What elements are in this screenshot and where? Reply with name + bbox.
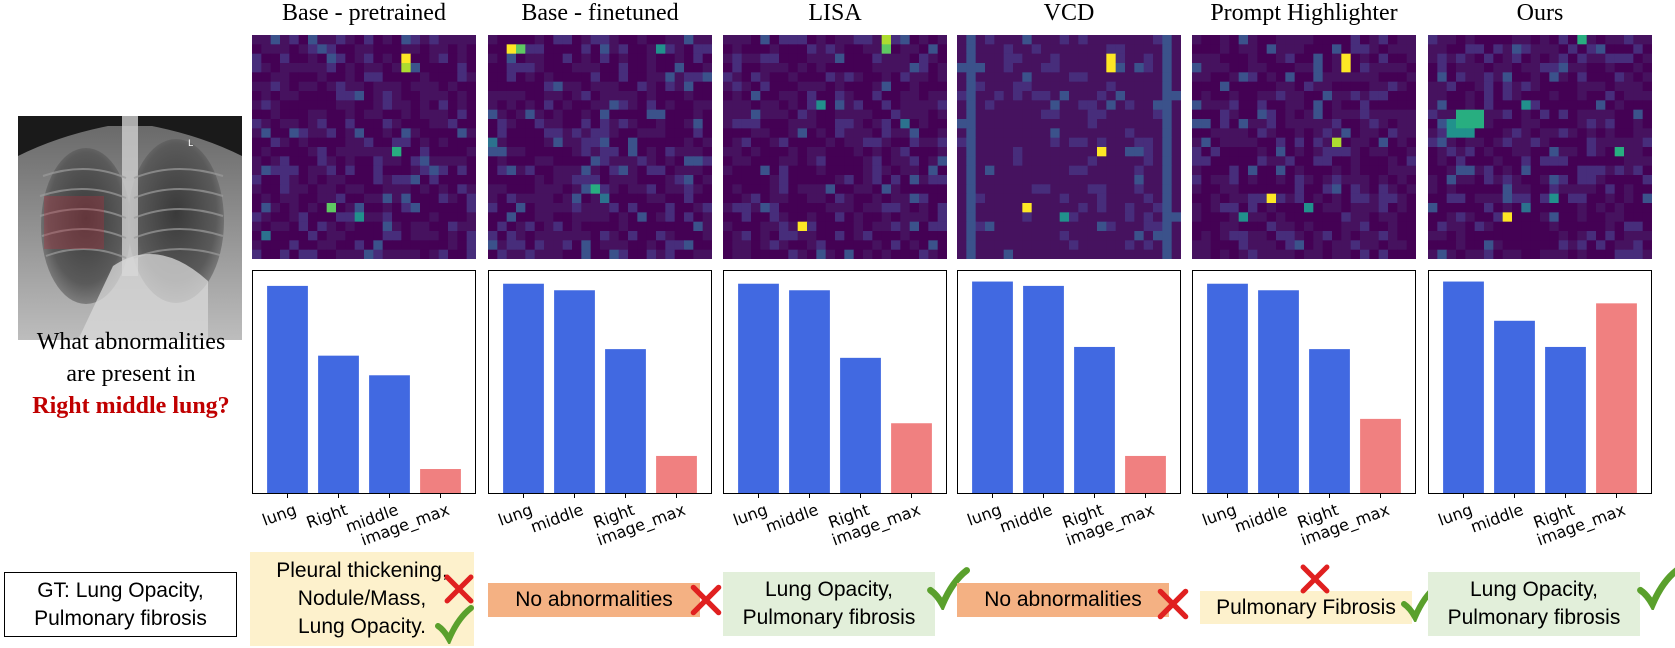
bar-lung [1443, 281, 1484, 493]
attention-heatmap [488, 35, 712, 259]
x-tick-label: lung [1200, 500, 1239, 530]
cross-icon [690, 584, 722, 616]
method-title: Prompt Highlighter [1210, 0, 1398, 26]
bar-image_max [1360, 418, 1401, 493]
bar-lung [1207, 283, 1248, 493]
answer-line: Lung Opacity, [1469, 578, 1598, 601]
bar-Right [1545, 346, 1586, 493]
bar-Right [1074, 346, 1115, 493]
x-tick-label: lung [1436, 500, 1475, 530]
x-tick-label: lung [731, 500, 770, 530]
bar-Right [605, 349, 646, 493]
bar-Right [840, 357, 881, 493]
bar-Right [318, 355, 359, 493]
model-answer: Pleural thickening, Nodule/Mass, Lung Opac… [250, 552, 474, 646]
x-tick-label: middle [1468, 500, 1526, 537]
method-title: VCD [1043, 0, 1095, 26]
method-title: LISA [808, 0, 862, 26]
model-answer: No abnormalities [488, 583, 700, 617]
plot-frame [1428, 270, 1652, 494]
answer-line: Lung Opacity. [297, 615, 426, 638]
bar-lung [738, 283, 779, 493]
cross-icon [444, 574, 474, 604]
x-tick-label: middle [528, 500, 586, 537]
model-answer: Lung Opacity, Pulmonary fibrosis [723, 572, 935, 636]
bar-image_max [1125, 455, 1166, 493]
plot-frame [488, 270, 712, 494]
answer-line: Lung Opacity, [764, 578, 893, 601]
attention-heatmap [957, 35, 1181, 259]
method-title: Base - finetuned [521, 0, 679, 26]
answer-line: Pleural thickening, [276, 559, 448, 582]
answer-line: Pulmonary fibrosis [1447, 606, 1621, 629]
x-tick-label: lung [260, 500, 299, 530]
attention-heatmap [252, 35, 476, 259]
x-tick-label: lung [965, 500, 1004, 530]
bar-lung [972, 281, 1013, 493]
model-answer: Lung Opacity, Pulmonary fibrosis [1428, 572, 1640, 636]
check-icon [1637, 567, 1675, 610]
plot-frame [252, 270, 476, 494]
xray-marker: L [188, 139, 193, 149]
bar-lung [267, 285, 308, 493]
region-highlight [44, 196, 104, 249]
bar-image_max [891, 423, 932, 493]
answer-line: No abnormalities [984, 588, 1142, 611]
x-tick-label: middle [997, 500, 1055, 537]
bar-middle [1023, 285, 1064, 493]
x-tick-label: Right [304, 500, 350, 532]
method-title: Ours [1516, 0, 1564, 26]
bar-middle [1258, 290, 1299, 493]
bar-Right [1309, 349, 1350, 493]
answer-line: No abnormalities [515, 588, 673, 611]
bar-lung [503, 283, 544, 493]
x-tick-label: middle [1232, 500, 1290, 537]
question-line-1: What abnormalities [36, 329, 226, 355]
plot-frame [1192, 270, 1416, 494]
question-highlight: Right middle lung? [32, 393, 230, 419]
bar-middle [1494, 320, 1535, 493]
plot-frame [723, 270, 947, 494]
attention-heatmap [1192, 35, 1416, 259]
cross-icon [1157, 588, 1189, 620]
plot-frame [957, 270, 1181, 494]
ground-truth-box: GT: Lung Opacity, Pulmonary fibrosis [4, 572, 237, 637]
gt-line-2: Pulmonary fibrosis [34, 606, 207, 630]
answer-line: Pulmonary fibrosis [742, 606, 916, 629]
question-line-2: are present in [66, 361, 196, 387]
gt-line-1: GT: Lung Opacity, [37, 578, 204, 602]
answer-line: Pulmonary Fibrosis [1216, 595, 1396, 619]
answer-line: Nodule/Mass, [297, 587, 427, 610]
check-icon [435, 605, 474, 644]
bar-image_max [1596, 303, 1637, 493]
bar-middle [554, 290, 595, 493]
bar-image_max [420, 469, 461, 493]
method-title: Base - pretrained [282, 0, 446, 26]
bar-image_max [656, 455, 697, 493]
cross-icon [1300, 564, 1330, 594]
x-tick-label: middle [763, 500, 821, 537]
model-answer: No abnormalities [957, 583, 1169, 617]
x-tick-label: lung [496, 500, 535, 530]
bar-middle [789, 290, 830, 493]
check-icon [927, 567, 970, 610]
attention-heatmap [723, 35, 947, 259]
model-answer: Pulmonary Fibrosis [1200, 591, 1412, 624]
attention-heatmap [1428, 35, 1652, 259]
bar-middle [369, 375, 410, 493]
chest-xray-image: L [18, 116, 242, 340]
